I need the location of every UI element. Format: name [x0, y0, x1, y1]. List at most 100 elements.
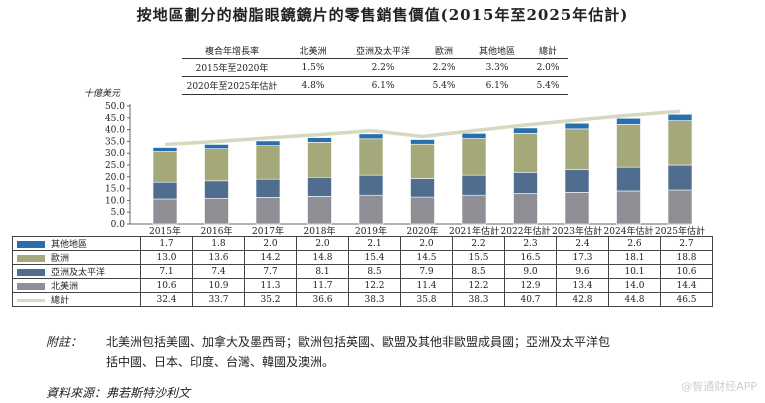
data-label: 2.0 — [296, 236, 349, 251]
bar-segment — [667, 120, 693, 166]
y-tick-label: 5.0 — [111, 208, 126, 218]
data-label: 38.3 — [348, 292, 401, 307]
cagr-value: 5.4% — [422, 76, 466, 95]
legend-label: 北美洲 — [51, 282, 79, 292]
data-label: 2.2 — [452, 236, 505, 251]
bar-segment — [461, 138, 487, 176]
y-tick-label: 15.0 — [105, 185, 125, 195]
data-label: 8.5 — [452, 264, 505, 279]
bar-segment — [616, 166, 641, 192]
data-label: 1.8 — [192, 236, 245, 251]
data-label: 7.9 — [400, 264, 453, 279]
data-label: 44.8 — [608, 292, 661, 307]
cagr-value: 2.0% — [528, 58, 568, 77]
legend-swatch — [17, 269, 45, 276]
cagr-header-europe: 歐洲 — [434, 46, 453, 57]
data-label: 13.0 — [140, 250, 193, 265]
bar-segment — [616, 117, 641, 125]
bar-segment — [564, 192, 590, 225]
bar-segment — [513, 127, 538, 134]
total-line — [164, 109, 681, 147]
legend-swatch — [17, 255, 45, 262]
data-label: 7.7 — [244, 264, 297, 279]
cagr-value: 6.1% — [344, 76, 422, 95]
data-label: 10.9 — [192, 278, 245, 293]
data-label: 35.8 — [400, 292, 453, 307]
data-label: 2.0 — [244, 236, 297, 251]
bar-segment — [564, 122, 590, 130]
bar-segment — [307, 196, 332, 225]
bar-segment — [461, 194, 487, 225]
footnote-label: 附註： — [46, 335, 83, 349]
bar-segment — [255, 145, 281, 180]
data-label: 16.5 — [504, 250, 557, 265]
legend-entry: 北美洲 — [12, 278, 141, 293]
data-label: 33.7 — [192, 292, 245, 307]
x-tick-label: 2022年估計 — [501, 225, 551, 237]
cagr-header-total: 總計 — [538, 46, 557, 57]
data-label: 12.2 — [348, 278, 401, 293]
bar-segment — [513, 133, 538, 173]
legend-swatch — [17, 299, 45, 302]
cagr-period: 2020年至2025年估計 — [182, 76, 282, 95]
y-tick-label: 40.0 — [105, 126, 125, 136]
data-label: 35.2 — [244, 292, 297, 307]
x-tick-label: 2019年 — [355, 225, 387, 237]
bar-segment — [307, 142, 332, 178]
data-label: 7.4 — [192, 264, 245, 279]
bar-segment — [204, 180, 229, 199]
bar-segment — [152, 181, 178, 200]
y-tick-label: 10.0 — [105, 196, 125, 206]
footnote-text: 北美洲包括美國、加拿大及墨西哥；歐洲包括英國、歐盟及其他非歐盟成員國；亞洲及太平… — [106, 335, 611, 349]
x-tick-label: 2025年估計 — [655, 225, 705, 237]
data-label: 13.4 — [556, 278, 609, 293]
data-label: 2.0 — [400, 236, 453, 251]
bar-segment — [410, 178, 435, 198]
bar-segment — [513, 193, 538, 225]
data-label: 11.3 — [244, 278, 297, 293]
cagr-header-other: 其他地區 — [478, 46, 515, 57]
data-label: 15.5 — [452, 250, 505, 265]
data-label: 10.6 — [660, 264, 713, 279]
bar-segment — [410, 196, 435, 225]
bar-segment — [358, 174, 384, 196]
bar-segment — [461, 174, 487, 196]
y-tick-label: 35.0 — [105, 137, 125, 147]
bar-segment — [461, 133, 487, 139]
data-label: 18.8 — [660, 250, 713, 265]
data-label: 8.1 — [296, 264, 349, 279]
data-label: 10.6 — [140, 278, 193, 293]
data-label: 9.0 — [504, 264, 557, 279]
bar-segment — [616, 190, 641, 225]
cagr-value: 3.3% — [466, 58, 528, 77]
data-table-row: 亞洲及太平洋 7.1 7.4 7.7 8.1 8.5 7.9 8.5 9.0 9.6 10.1 10.… — [12, 264, 713, 279]
data-label: 2.3 — [504, 236, 557, 251]
data-label: 10.1 — [608, 264, 661, 279]
x-tick-label: 2016年 — [201, 225, 233, 237]
legend-label: 總計 — [51, 296, 70, 306]
cagr-value: 2.2% — [344, 58, 422, 77]
bar-segment — [513, 172, 538, 194]
x-tick-label: 2020年 — [407, 225, 439, 237]
cagr-value: 2.2% — [422, 58, 466, 77]
x-tick-label: 2023年估計 — [552, 225, 602, 237]
y-tick-label: 25.0 — [105, 161, 125, 171]
bar-segment — [564, 169, 590, 193]
y-tick-label: 50.0 — [105, 102, 125, 112]
cagr-value: 4.8% — [282, 76, 344, 95]
data-label: 11.4 — [400, 278, 453, 293]
source-note: 資料來源：弗若斯特沙利文 — [46, 386, 191, 400]
legend-label: 亞洲及太平洋 — [51, 268, 106, 278]
cagr-value: 5.4% — [528, 76, 568, 95]
cagr-header-row: 複合年增長率 北美洲 亞洲及太平洋 歐洲 其他地區 總計 — [182, 42, 568, 59]
bar-segment — [667, 164, 693, 191]
x-tick-label: 2018年 — [304, 225, 336, 237]
legend-entry: 歐洲 — [12, 250, 141, 265]
data-label: 8.5 — [348, 264, 401, 279]
chart-data-table: 其他地區 1.7 1.8 2.0 2.0 2.1 2.0 2.2 2.3 2.4 2.6 2.7 歐洲 1… — [12, 236, 713, 307]
watermark: @智通财经APP — [681, 380, 757, 393]
data-label: 2.7 — [660, 236, 713, 251]
data-label: 11.7 — [296, 278, 349, 293]
cagr-header-label: 複合年增長率 — [204, 46, 259, 57]
